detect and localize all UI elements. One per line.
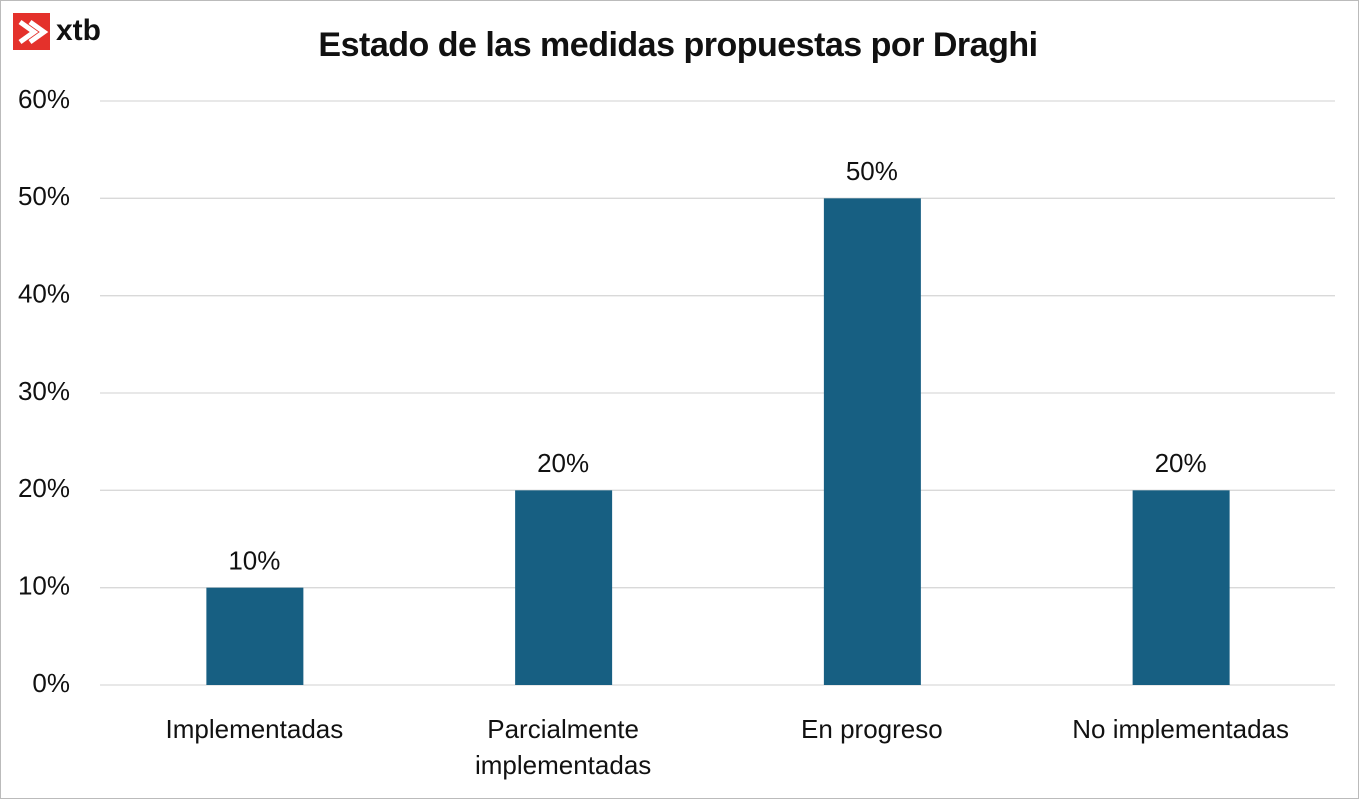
x-tick-label: No implementadas: [1072, 714, 1290, 744]
x-tick-label: Implementadas: [165, 714, 344, 744]
y-tick-label: 50%: [18, 181, 70, 211]
data-label: 20%: [1155, 448, 1207, 478]
logo-text: xtb: [56, 14, 101, 47]
x-tick-label: Parcialmente implementadas: [474, 714, 652, 780]
y-tick-label: 60%: [18, 84, 70, 114]
y-tick-label: 10%: [18, 571, 70, 601]
y-tick-label: 30%: [18, 376, 70, 406]
chart-title: Estado de las medidas propuestas por Dra…: [318, 26, 1037, 64]
bar: [823, 198, 921, 686]
bar: [515, 490, 613, 685]
logo-icon: [18, 19, 49, 45]
y-tick-label: 0%: [32, 668, 70, 698]
x-tick-label: En progreso: [801, 714, 943, 744]
y-tick-label: 20%: [18, 473, 70, 503]
data-label: 50%: [846, 156, 898, 186]
logo: xtb: [13, 13, 101, 50]
data-label: 20%: [537, 448, 589, 478]
y-tick-label: 40%: [18, 279, 70, 309]
data-label: 10%: [228, 546, 280, 576]
bar: [206, 587, 304, 685]
bar: [1132, 490, 1230, 685]
